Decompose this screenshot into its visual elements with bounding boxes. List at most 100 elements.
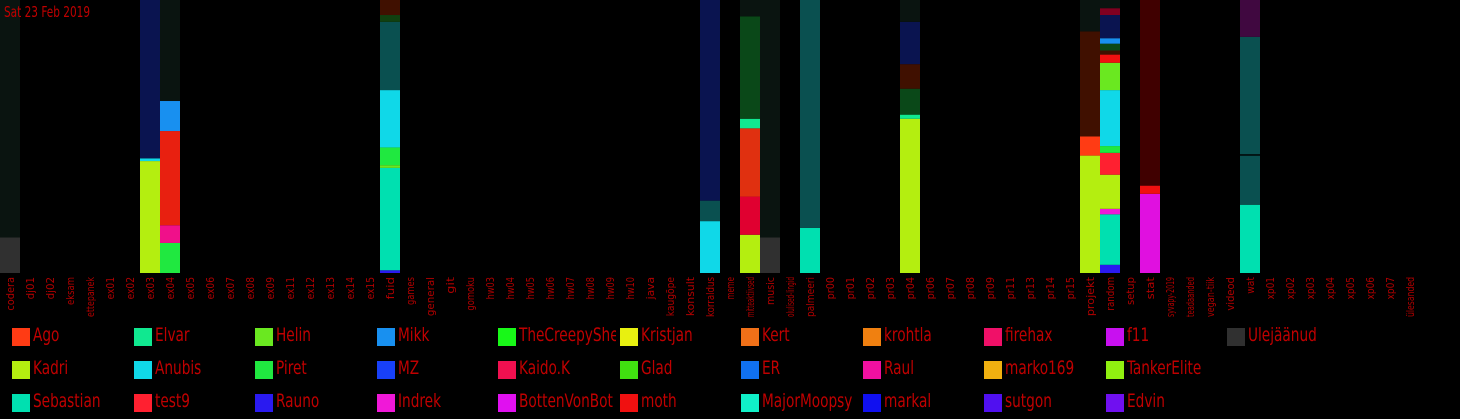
bar-pr04-segment-2	[900, 88, 920, 115]
legend-label: firehax	[1005, 326, 1053, 346]
x-tick-label: projekt	[1085, 277, 1097, 317]
legend-swatch	[12, 361, 30, 379]
legend-label: Elvar	[154, 326, 190, 346]
legend-item: marko169	[984, 359, 1102, 381]
legend-item: Piret	[255, 359, 373, 381]
bar-stat-segment-1	[1140, 185, 1160, 194]
bar-pr04-segment-3	[900, 64, 920, 89]
legend-label: MajorMoopsy	[762, 392, 853, 412]
x-tick-label: pr11	[1005, 277, 1017, 299]
legend-swatch	[133, 361, 152, 379]
bar-ex04-segment-1	[160, 225, 180, 243]
bar-projekt-segment-0	[1080, 155, 1100, 273]
legend-swatch	[1105, 394, 1124, 412]
bar-random-segment-12	[1100, 15, 1120, 39]
legend-item: Kristjan	[619, 326, 738, 348]
legend-label: MZ	[397, 359, 419, 379]
x-tick-label: ex15	[365, 277, 377, 299]
bar-random-segment-1	[1100, 214, 1120, 265]
legend-swatch	[376, 394, 395, 412]
x-tick-label: pr14	[1045, 277, 1057, 299]
legend-item: Indrek	[376, 392, 495, 414]
bar-fuid-segment-5	[380, 21, 400, 91]
x-tick-label: wat	[1245, 277, 1257, 294]
legend-swatch	[376, 328, 395, 346]
x-tick-label: kaugõpe	[665, 277, 677, 316]
bar-random-segment-5	[1100, 146, 1120, 153]
legend-swatch	[498, 361, 516, 379]
legend-swatch	[984, 328, 1002, 346]
legend-swatch	[862, 361, 881, 379]
bar-random-segment-9	[1100, 50, 1120, 55]
x-tick-label: general	[425, 277, 437, 316]
legend-swatch	[255, 394, 273, 412]
legend-label: Edvin	[1126, 392, 1165, 412]
bar-wat-segment-0	[1240, 204, 1260, 273]
x-tick-label: pr01	[845, 277, 857, 299]
bar-mitteaktiivsed-segment-1	[740, 196, 760, 235]
x-tick-label: ex02	[125, 277, 137, 299]
bar-fuid-segment-1	[380, 167, 400, 271]
bar-random-segment-7	[1100, 62, 1120, 91]
x-tick-label: pr02	[865, 277, 877, 299]
legend-swatch	[12, 328, 30, 346]
bar-wat-segment-3	[1240, 36, 1260, 155]
legend-item: Mikk	[376, 326, 495, 348]
legend-swatch	[1105, 328, 1124, 346]
bar-wat-segment-2	[1240, 154, 1260, 156]
legend-item: sutgon	[984, 392, 1102, 414]
legend-item: Ülejäänud	[1227, 326, 1345, 348]
bar-stat-segment-2	[1140, 0, 1160, 186]
x-tick-label: hw08	[585, 277, 597, 299]
bar-fuid-segment-0	[380, 270, 400, 273]
bar-ex03-segment-2	[140, 0, 160, 159]
bar-fuid-segment-4	[380, 90, 400, 148]
x-tick-label: ex12	[305, 277, 317, 299]
legend-label: Ago	[33, 326, 60, 346]
legend-label: Mikk	[397, 326, 429, 346]
legend-label: moth	[640, 392, 677, 412]
bar-palmeeri-segment-0	[800, 227, 820, 273]
date-label: Sat 23 Feb 2019	[4, 3, 91, 21]
bar-wat-segment-1	[1240, 155, 1260, 205]
x-tick-label: git	[445, 277, 457, 294]
bar-ex03-segment-1	[140, 158, 160, 162]
bar-mitteaktiivsed-segment-3	[740, 118, 760, 129]
x-tick-label: pr03	[885, 277, 897, 299]
bar-fuid-segment-2	[380, 165, 400, 168]
bar-projekt-segment-2	[1080, 31, 1100, 137]
bar-random-segment-2	[1100, 208, 1120, 215]
legend-label: BottenVonBot	[519, 392, 613, 412]
legend-swatch	[133, 328, 152, 346]
x-tick-label: ex11	[285, 277, 297, 299]
x-tick-label: xp05	[1345, 277, 1357, 299]
x-tick-label: korraldus	[705, 277, 717, 317]
legend-label: TheCreepySheep	[519, 326, 616, 346]
legend-swatch	[498, 328, 516, 346]
bar-pr04-segment-5	[900, 0, 920, 22]
x-tick-label: xp07	[1385, 277, 1397, 299]
x-tick-label: teadaanded	[1185, 277, 1197, 317]
x-tick-label: random	[1105, 277, 1117, 311]
x-tick-label: xp06	[1365, 277, 1377, 299]
legend-label: TankerElite	[1126, 359, 1201, 379]
legend-swatch	[1105, 361, 1124, 379]
x-tick-label: ex01	[105, 277, 117, 299]
bar-fuid-segment-3	[380, 147, 400, 166]
bar-random-segment-11	[1100, 38, 1120, 44]
bar-palmeeri-segment-1	[800, 0, 820, 228]
legend-label: sutgon	[1005, 392, 1052, 412]
bar-ex03-segment-0	[140, 161, 160, 273]
legend-swatch	[741, 328, 759, 346]
bar-wat-segment-4	[1240, 0, 1260, 37]
bar-ex04-segment-2	[160, 131, 180, 226]
bar-projekt-segment-3	[1080, 0, 1100, 32]
x-tick-label: stat	[1145, 277, 1157, 300]
bar-korraldus-segment-0	[700, 221, 720, 273]
legend-item: TankerElite	[1105, 359, 1224, 381]
legend-swatch	[12, 394, 30, 412]
legend-swatch	[984, 394, 1002, 412]
x-tick-label: pr00	[825, 277, 837, 299]
legend-item: Kadri	[12, 359, 130, 381]
